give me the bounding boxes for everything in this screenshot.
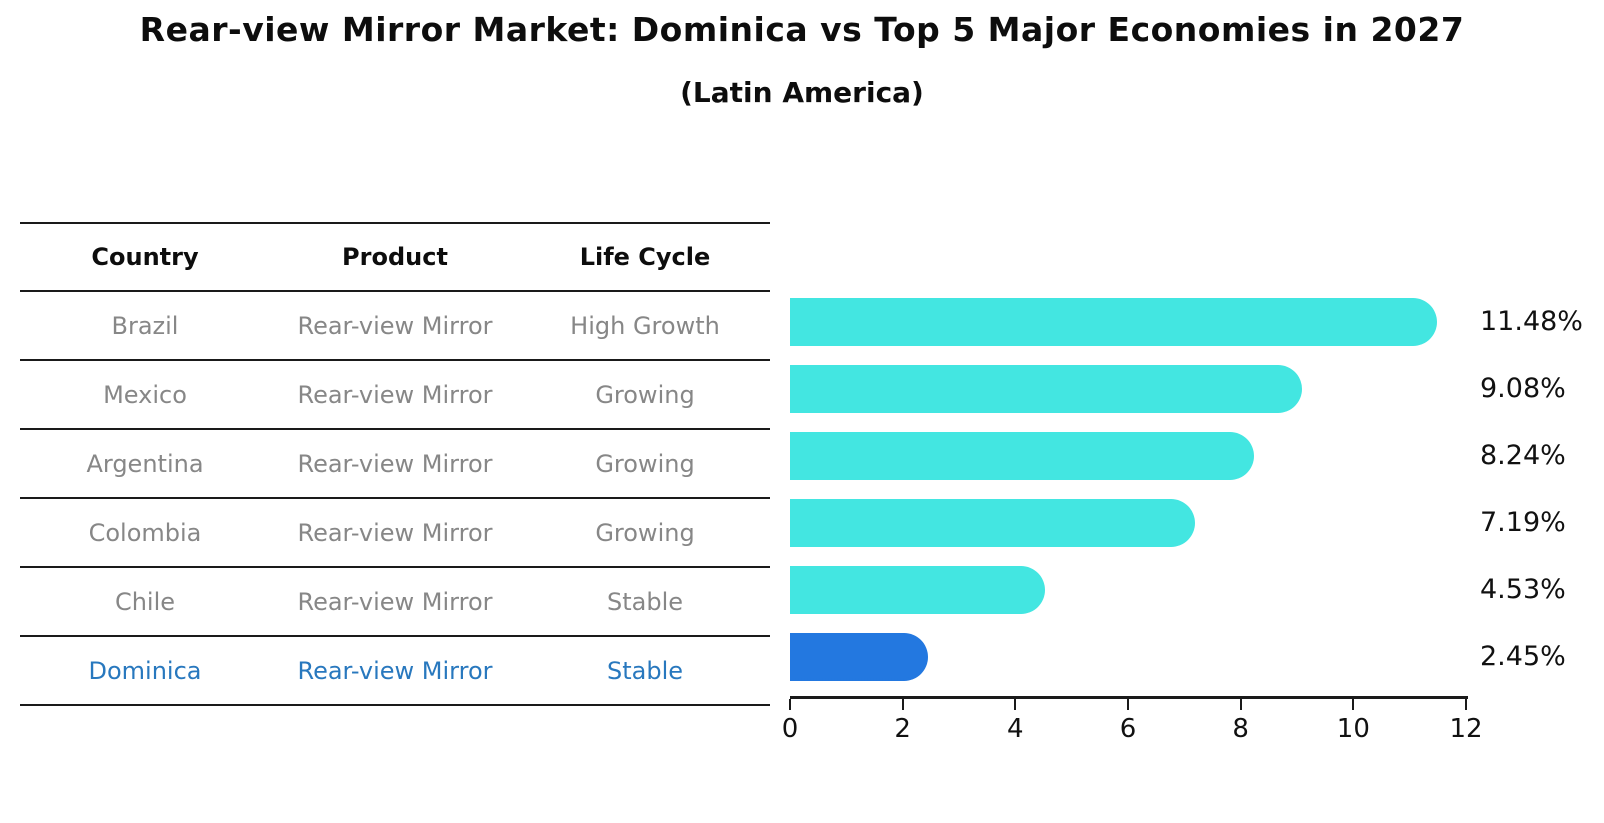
x-tick-mark-10	[1352, 699, 1355, 710]
x-tick-label-8: 8	[1232, 714, 1249, 744]
bar-chile	[790, 565, 1046, 614]
chart-title: Rear-view Mirror Market: Dominica vs Top…	[139, 10, 1465, 49]
value-label-mexico: 9.08%	[1480, 373, 1566, 404]
x-tick-label-2: 2	[894, 714, 911, 744]
table-row-dominica: Dominica Rear-view Mirror Stable	[20, 637, 770, 706]
bar-colombia	[790, 498, 1196, 547]
x-tick-mark-2	[901, 699, 904, 710]
x-tick-mark-8	[1239, 699, 1242, 710]
life-cycle-cell: High Growth	[570, 311, 720, 340]
bar-mexico	[790, 364, 1302, 413]
country-cell: Mexico	[103, 380, 187, 409]
table-header-country: Country	[91, 243, 199, 271]
country-cell: Colombia	[88, 518, 202, 547]
value-label-dominica: 2.45%	[1480, 641, 1566, 672]
product-cell: Rear-view Mirror	[297, 518, 493, 547]
country-cell: Chile	[114, 587, 176, 616]
value-label-argentina: 8.24%	[1480, 440, 1566, 471]
table-header-row: Country Product Life Cycle	[20, 224, 770, 292]
life-cycle-cell: Stable	[606, 587, 684, 616]
table-row-brazil: Brazil Rear-view Mirror High Growth	[20, 292, 770, 361]
table-header-life-cycle: Life Cycle	[579, 243, 711, 271]
x-tick-label-0: 0	[781, 714, 799, 744]
product-cell: Rear-view Mirror	[297, 656, 493, 685]
x-tick-mark-0	[789, 699, 791, 710]
product-cell: Rear-view Mirror	[297, 587, 493, 616]
bar-dominica	[790, 632, 929, 681]
life-cycle-cell: Growing	[595, 449, 695, 478]
bar-argentina	[790, 431, 1255, 480]
value-label-brazil: 11.48%	[1480, 306, 1583, 337]
table-row-argentina: Argentina Rear-view Mirror Growing	[20, 430, 770, 499]
x-axis-line	[790, 696, 1468, 699]
product-cell: Rear-view Mirror	[297, 311, 493, 340]
x-tick-label-4: 4	[1007, 714, 1024, 744]
country-summary-table: Country Product Life Cycle Brazil Rear-view…	[20, 222, 770, 706]
product-cell: Rear-view Mirror	[297, 449, 493, 478]
country-cell: Brazil	[111, 311, 179, 340]
table-header-product: Product	[342, 243, 448, 271]
value-label-chile: 4.53%	[1480, 574, 1566, 605]
country-cell: Argentina	[86, 449, 204, 478]
product-cell: Rear-view Mirror	[297, 380, 493, 409]
x-tick-label-10: 10	[1336, 714, 1370, 744]
chart-subtitle: (Latin America)	[680, 76, 924, 109]
life-cycle-cell: Stable	[606, 656, 684, 685]
x-tick-mark-6	[1127, 699, 1129, 710]
x-tick-mark-4	[1014, 699, 1017, 710]
value-label-colombia: 7.19%	[1480, 507, 1566, 538]
x-tick-label-12: 12	[1449, 714, 1483, 744]
life-cycle-cell: Growing	[595, 518, 695, 547]
table-body: Brazil Rear-view Mirror High Growth Mexico R…	[20, 292, 770, 706]
life-cycle-cell: Growing	[595, 380, 695, 409]
table-row-chile: Chile Rear-view Mirror Stable	[20, 568, 770, 637]
table-row-colombia: Colombia Rear-view Mirror Growing	[20, 499, 770, 568]
x-tick-label-6: 6	[1119, 714, 1137, 744]
country-cell: Dominica	[88, 656, 202, 685]
table-row-mexico: Mexico Rear-view Mirror Growing	[20, 361, 770, 430]
bar-brazil	[790, 297, 1437, 346]
x-tick-mark-12	[1465, 699, 1467, 710]
